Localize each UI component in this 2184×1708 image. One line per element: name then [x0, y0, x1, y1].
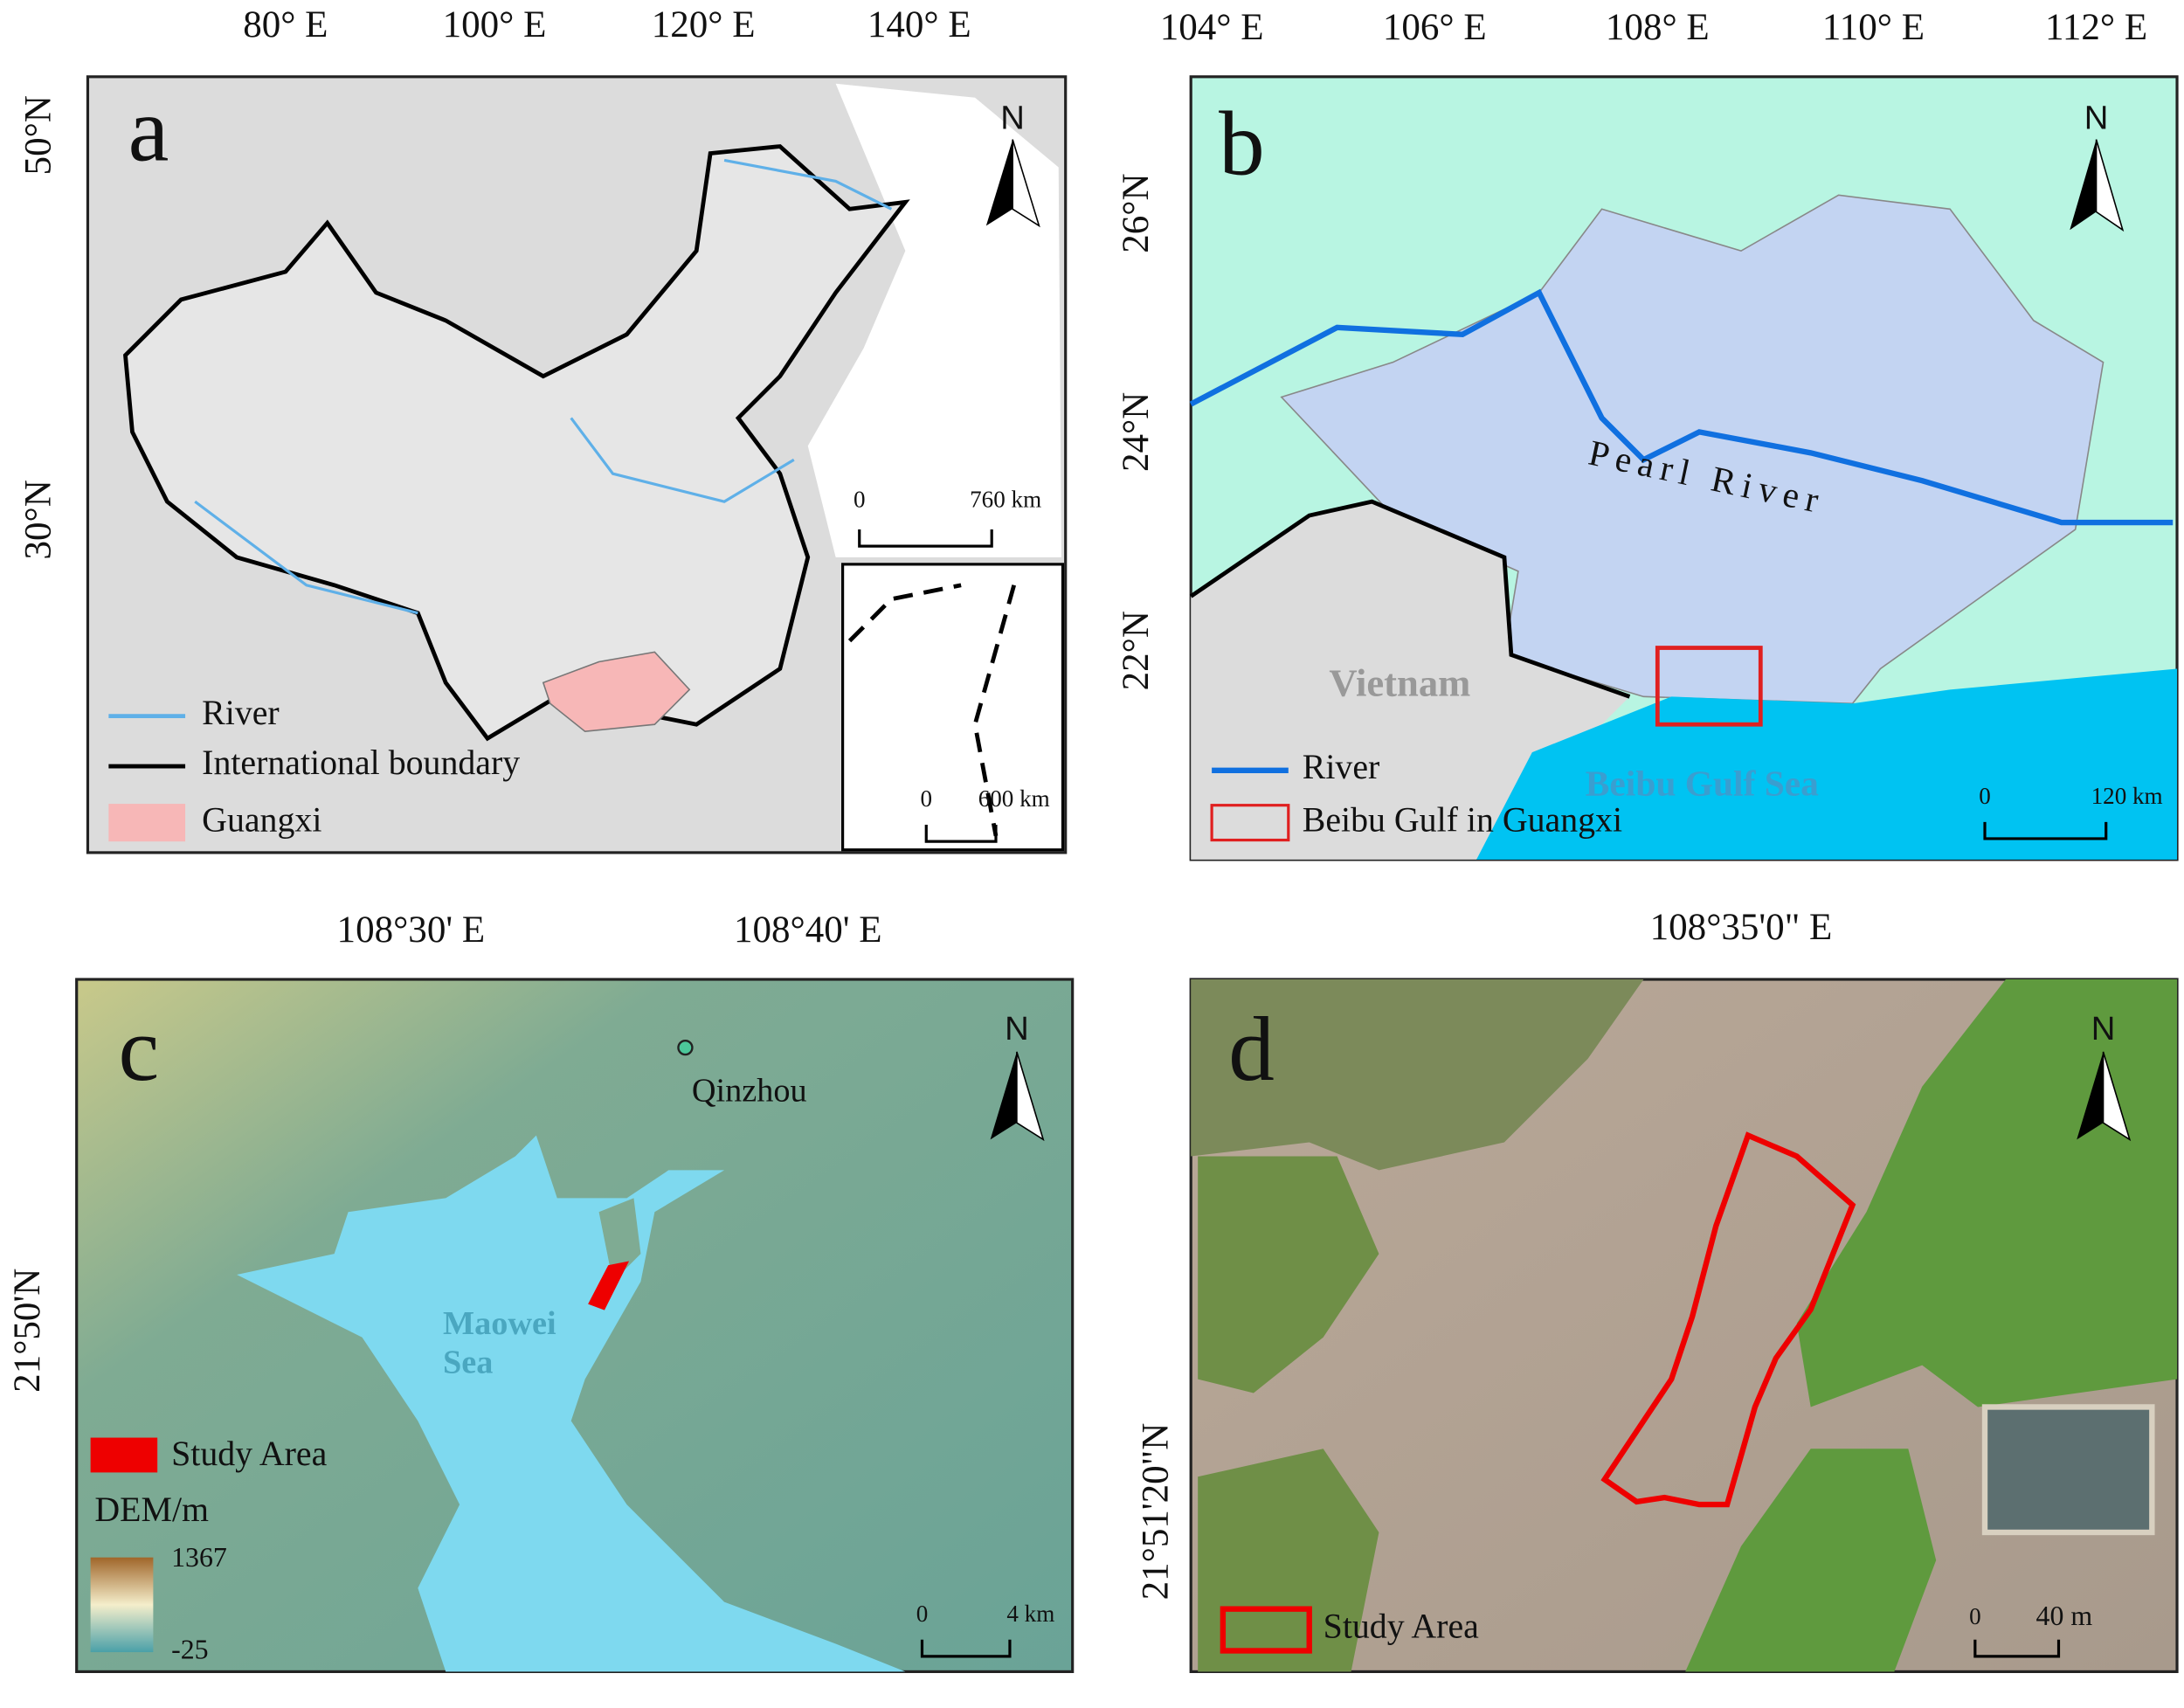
island — [598, 1198, 641, 1282]
top-tick: 110° E — [1822, 7, 1925, 48]
left-tick: 22°N — [1116, 611, 1157, 690]
top-tick: 140° E — [867, 4, 971, 45]
scale-label: 600 km — [978, 785, 1050, 812]
scale-bar — [924, 825, 998, 843]
north-arrow — [1012, 139, 1040, 228]
scale-label: 120 km — [2091, 783, 2163, 809]
boundary — [1189, 499, 1631, 699]
north-label: N — [2084, 99, 2109, 136]
sea-label: Beibu Gulf Sea — [1586, 763, 1819, 803]
legend-label: River — [202, 693, 280, 732]
legend-label: Beibu Gulf in Guangxi — [1303, 800, 1622, 840]
scale-label: 40 m — [2036, 1601, 2093, 1631]
sea-label: Maowei — [443, 1305, 556, 1342]
panel-a: a 80° E 100° E 120° E 140° E 50°N 30°N N… — [18, 4, 1068, 854]
left-tick: 24°N — [1116, 392, 1157, 472]
legend-label: Guangxi — [202, 800, 321, 840]
panel-letter: d — [1228, 998, 1275, 1100]
top-tick: 108°35'0" E — [1650, 907, 1833, 948]
north-label: N — [1000, 99, 1025, 136]
top-tick: 108°40' E — [734, 909, 882, 951]
scale-label: 0 — [916, 1601, 929, 1627]
legend-label: International boundary — [202, 743, 520, 782]
vegetation — [1198, 1449, 1379, 1672]
panel-c: Qinzhou Maowei Sea c 108°30' E 108°40' E… — [7, 909, 1075, 1673]
colorbar-label: 1367 — [171, 1542, 227, 1573]
sea-label: Sea — [443, 1344, 493, 1380]
north-label: N — [1005, 1010, 1029, 1048]
legend-swatch — [108, 804, 186, 842]
city-marker — [677, 1039, 694, 1056]
top-tick: 100° E — [443, 4, 547, 45]
left-tick: 21°50'N — [7, 1269, 48, 1393]
panel-b: Pearl River Vietnam Beibu Gulf Sea b 104… — [1116, 7, 2179, 861]
rivers — [194, 158, 893, 615]
scale-label: 760 km — [970, 486, 1041, 512]
top-tick: 108° E — [1606, 7, 1710, 48]
legend-label: Study Area — [171, 1434, 327, 1473]
vietnam — [1191, 501, 1630, 860]
guangxi — [542, 651, 691, 733]
top-tick: 120° E — [652, 4, 756, 45]
study-area-marker — [588, 1261, 630, 1310]
north-arrow — [1016, 1051, 1045, 1142]
left-tick: 50°N — [18, 95, 59, 175]
north-arrow — [2095, 139, 2125, 232]
left-tick: 26°N — [1116, 173, 1157, 252]
panel-letter: c — [119, 998, 160, 1100]
north-label: N — [2091, 1010, 2116, 1048]
scale-bar — [920, 1639, 1012, 1658]
panel-d: d 108°35'0" E 21°51'20"N N 0 40 m Study … — [1135, 907, 2179, 1673]
top-tick: 106° E — [1383, 7, 1487, 48]
vegetation — [1685, 1449, 1937, 1672]
country-label: Vietnam — [1329, 660, 1470, 704]
sea — [1476, 668, 2178, 860]
scale-label: 0 — [920, 785, 932, 812]
top-tick: 104° E — [1160, 7, 1264, 48]
legend-label: Study Area — [1324, 1607, 1479, 1646]
scale-label: 0 — [1969, 1603, 1981, 1629]
colorbar-label: -25 — [171, 1634, 209, 1664]
city-label: Qinzhou — [692, 1073, 807, 1110]
left-tick: 30°N — [18, 480, 59, 559]
top-tick: 80° E — [243, 4, 328, 45]
river — [1189, 288, 2174, 526]
study-area-outline — [1600, 1131, 1856, 1508]
inset-boundary — [847, 583, 1017, 837]
scale-label: 0 — [854, 486, 866, 512]
legend-label: River — [1303, 747, 1380, 786]
scale-bar — [858, 529, 993, 548]
sea — [237, 1135, 906, 1672]
legend-swatch — [1220, 1606, 1312, 1654]
scale-label: 0 — [1979, 783, 1991, 809]
legend-swatch — [1210, 804, 1290, 842]
panel-letter: b — [1219, 93, 1265, 195]
vegetation — [1191, 978, 1644, 1171]
north-arrow — [2102, 1051, 2132, 1142]
vegetation — [1796, 978, 2178, 1407]
legend-title: DEM/m — [94, 1490, 209, 1529]
pond — [1981, 1404, 2155, 1536]
scale-bar — [1973, 1639, 2061, 1658]
panel-letter: a — [128, 79, 169, 181]
top-tick: 112° E — [2045, 7, 2147, 48]
study-region-box — [1655, 646, 1763, 727]
colorbar — [90, 1557, 154, 1653]
scale-bar — [1983, 821, 2108, 840]
scale-label: 4 km — [1006, 1601, 1054, 1627]
vegetation — [1198, 1156, 1379, 1393]
legend-swatch — [90, 1437, 158, 1473]
top-tick: 108°30' E — [337, 909, 486, 951]
left-tick: 21°51'20"N — [1135, 1423, 1176, 1601]
